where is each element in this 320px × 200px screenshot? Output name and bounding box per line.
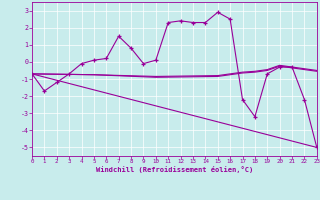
X-axis label: Windchill (Refroidissement éolien,°C): Windchill (Refroidissement éolien,°C) bbox=[96, 166, 253, 173]
